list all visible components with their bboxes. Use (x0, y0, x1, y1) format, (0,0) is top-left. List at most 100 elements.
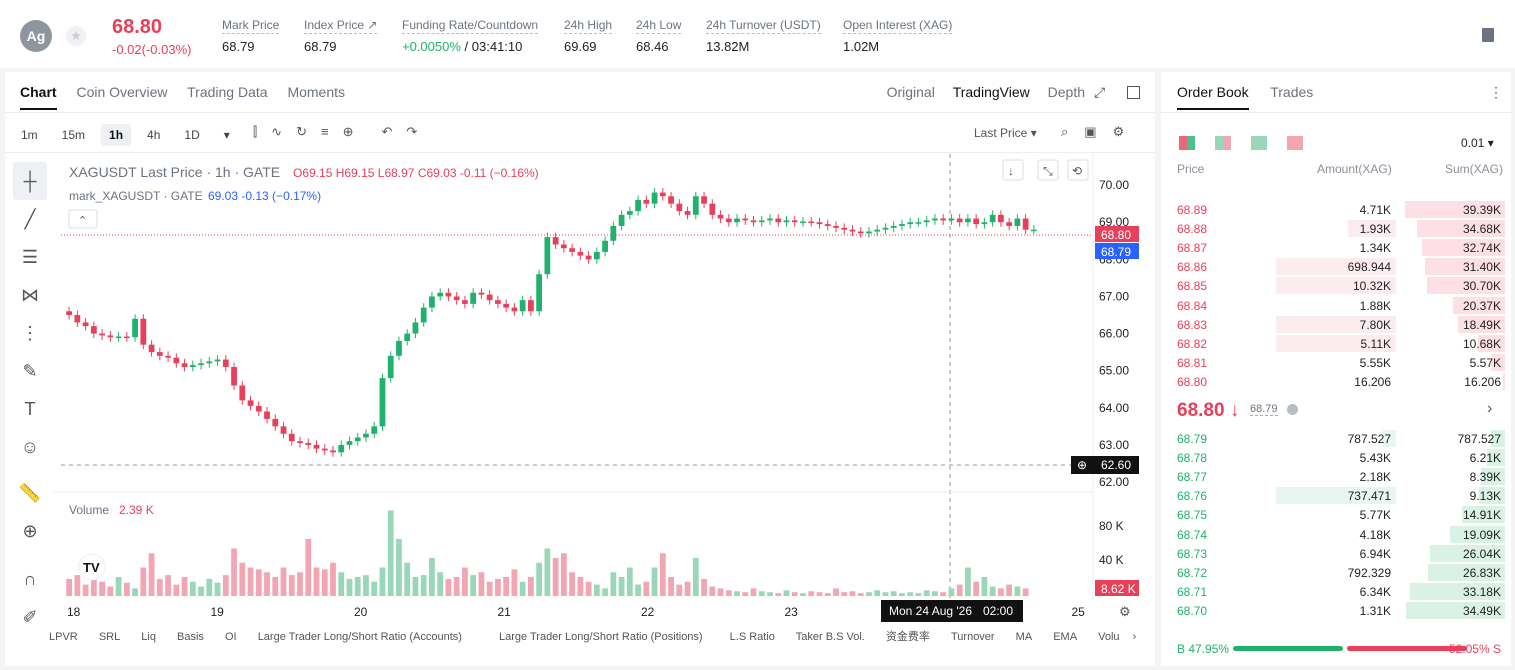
bids-view-icon[interactable] (1251, 136, 1267, 150)
ask-row[interactable]: 68.84 1.88K 20.37K (1161, 296, 1511, 315)
tab-order-book[interactable]: Order Book (1177, 84, 1249, 110)
emoji-icon[interactable]: ☺ (20, 436, 40, 457)
undo-icon[interactable]: ↶ (381, 124, 393, 139)
tf-4h[interactable]: 4h (147, 128, 161, 142)
template-icon[interactable]: ≡ (320, 124, 329, 139)
bid-row[interactable]: 68.78 5.43K 6.21K (1161, 448, 1511, 467)
tab-chart[interactable]: Chart (20, 84, 57, 110)
ind-lpvr[interactable]: LPVR (49, 631, 78, 643)
ind-turnover[interactable]: Turnover (950, 631, 995, 643)
redo-icon[interactable]: ↷ (406, 124, 418, 139)
candle (115, 336, 122, 339)
magnet-icon[interactable]: ∩ (23, 568, 37, 589)
ask-row[interactable]: 68.80 16.206 16.206 (1161, 372, 1511, 391)
tf-dropdown-icon[interactable]: ▾ (223, 128, 230, 142)
tab-coin-overview[interactable]: Coin Overview (76, 84, 168, 100)
ind-lt-positions[interactable]: Large Trader Long/Short Ratio (Positions… (498, 631, 703, 643)
camera-icon[interactable]: ▣ (1084, 124, 1097, 139)
chart-canvas[interactable]: 70.0069.0068.0067.0066.0065.0064.0063.00… (53, 154, 1141, 624)
more-icon[interactable]: ⋮ (1489, 84, 1503, 100)
ind-basis[interactable]: Basis (177, 631, 204, 643)
bid-row[interactable]: 68.76 737.471 9.13K (1161, 486, 1511, 505)
window-icon[interactable] (1127, 86, 1140, 99)
pen-icon[interactable]: ✐ (22, 606, 38, 627)
ask-row[interactable]: 68.86 698.944 31.40K (1161, 257, 1511, 276)
bid-row[interactable]: 68.73 6.94K 26.04K (1161, 544, 1511, 563)
bid-row[interactable]: 68.70 1.31K 34.49K (1161, 601, 1511, 620)
ind-funding[interactable]: 资金费率 (885, 631, 930, 643)
chevron-up-icon[interactable]: ⌃ (78, 215, 87, 227)
zoom-icon[interactable]: ⊕ (22, 520, 38, 541)
fib-icon[interactable]: ⋮ (21, 322, 39, 343)
bid-row[interactable]: 68.79 787.527 787.527 (1161, 429, 1511, 448)
gear-icon[interactable]: ⚙ (1112, 124, 1125, 139)
ind-ema[interactable]: EMA (1053, 631, 1078, 643)
view-depth[interactable]: Depth (1047, 84, 1085, 100)
price-type-select[interactable]: Last Price ▾ (974, 126, 1037, 140)
ask-row[interactable]: 68.89 4.71K 39.39K (1161, 200, 1511, 219)
crosshair-icon[interactable]: ┼ (13, 162, 47, 200)
tf-1m[interactable]: 1m (21, 128, 38, 142)
split-view-icon[interactable] (1215, 136, 1231, 150)
ruler-icon[interactable]: 📏 (18, 482, 42, 503)
reset-button[interactable] (1067, 159, 1089, 181)
bid-row[interactable]: 68.71 6.34K 33.18K (1161, 582, 1511, 601)
text-icon[interactable]: T (24, 398, 36, 419)
expand-icon[interactable]: ⤢ (1094, 84, 1106, 100)
ind-liq[interactable]: Liq (141, 631, 156, 643)
brush-icon[interactable]: ✎ (22, 360, 38, 381)
ind-ma[interactable]: MA (1015, 631, 1033, 643)
ask-row[interactable]: 68.81 5.55K 5.57K (1161, 353, 1511, 372)
ind-oi[interactable]: OI (225, 631, 237, 643)
ask-row[interactable]: 68.85 10.32K 30.70K (1161, 276, 1511, 295)
tf-15m[interactable]: 15m (61, 128, 86, 142)
tf-1d[interactable]: 1D (184, 128, 200, 142)
bid-row[interactable]: 68.74 4.18K 19.09K (1161, 525, 1511, 544)
tab-moments[interactable]: Moments (287, 84, 346, 100)
reset-icon[interactable]: ⟲ (1072, 164, 1082, 178)
price-chart[interactable]: 70.00 69.00 68.00 67.00 66.00 65.00 64.00 63.00… (53, 154, 1141, 627)
plus-icon[interactable]: ⊕ (1077, 458, 1087, 472)
add-indicator-icon[interactable]: ⊕ (342, 124, 354, 139)
stat-index-price[interactable]: Index Price ↗ 68.79 (304, 18, 378, 54)
favorite-star-icon[interactable]: ★ (66, 26, 86, 46)
view-original[interactable]: Original (886, 84, 935, 100)
ask-row[interactable]: 68.88 1.93K 34.68K (1161, 219, 1511, 238)
bid-row[interactable]: 68.72 792.329 26.83K (1161, 563, 1511, 582)
ind-ls-ratio[interactable]: L.S Ratio (729, 631, 775, 643)
ind-lt-accounts[interactable]: Large Trader Long/Short Ratio (Accounts) (257, 631, 462, 643)
ask-row[interactable]: 68.87 1.34K 32.74K (1161, 238, 1511, 257)
tab-trades[interactable]: Trades (1270, 84, 1314, 100)
volume-bar (74, 575, 81, 596)
ask-row[interactable]: 68.83 7.80K 18.49K (1161, 315, 1511, 334)
asks-view-icon[interactable] (1287, 136, 1303, 150)
arrow-down-icon[interactable]: ↓ (1008, 164, 1014, 178)
horizontal-lines-icon[interactable]: ☰ (21, 246, 39, 267)
compress-button[interactable] (1037, 159, 1059, 181)
pattern-icon[interactable]: ⋈ (21, 284, 39, 305)
search-icon[interactable]: ⌕ (1061, 124, 1069, 139)
candle-type-icon[interactable]: ⫿ (253, 124, 258, 139)
ind-volume[interactable]: Volu (1098, 631, 1120, 643)
compress-icon[interactable]: ⤡ (1043, 164, 1053, 178)
replay-icon[interactable]: ↻ (296, 124, 307, 139)
precision-select[interactable]: 0.01 ▾ (1461, 136, 1494, 150)
bid-row[interactable]: 68.77 2.18K 8.39K (1161, 467, 1511, 486)
ask-row[interactable]: 68.82 5.11K 10.68K (1161, 334, 1511, 353)
indicators-icon[interactable]: ∿ (271, 124, 283, 139)
both-view-icon[interactable] (1179, 136, 1195, 150)
bid-row[interactable]: 68.75 5.77K 14.91K (1161, 505, 1511, 524)
tf-1h[interactable]: 1h (101, 124, 132, 146)
chevron-right-icon[interactable]: › (1487, 400, 1493, 417)
ind-taker[interactable]: Taker B.S Vol. (795, 631, 865, 643)
scroll-down-button[interactable] (1002, 159, 1024, 181)
tab-trading-data[interactable]: Trading Data (187, 84, 268, 100)
view-tradingview[interactable]: TradingView (952, 84, 1030, 100)
ind-srl[interactable]: SRL (98, 631, 121, 643)
axis-settings-icon[interactable]: ⚙ (1119, 604, 1131, 619)
chevron-right-icon[interactable]: › (1132, 631, 1137, 643)
info-icon[interactable] (1287, 404, 1298, 415)
collapse-legend-button[interactable] (68, 209, 98, 229)
trend-line-icon[interactable]: ╱ (24, 208, 36, 229)
document-icon[interactable] (1482, 28, 1494, 42)
